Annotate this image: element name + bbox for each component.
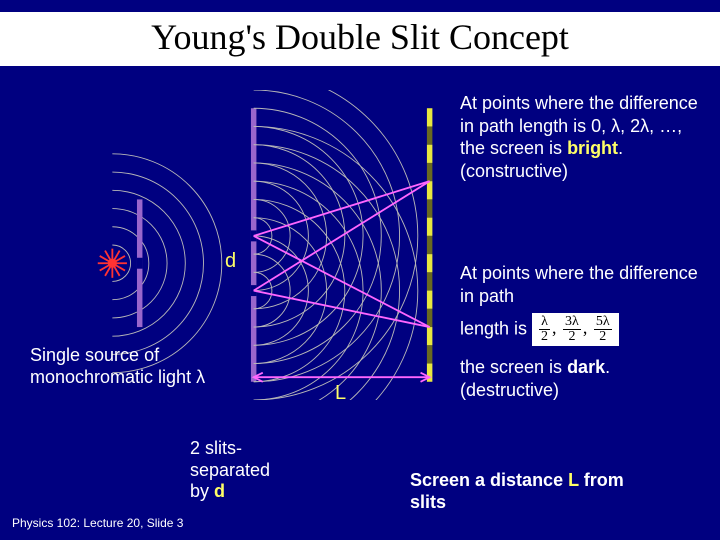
slits-label: 2 slits- separated by d [190,438,270,503]
dark-pre: the screen is [460,357,567,377]
dark-line1: At points where the difference in path [460,262,700,307]
slide-title: Young's Double Slit Concept [0,12,720,66]
title-text: Young's Double Slit Concept [151,17,569,57]
screen-label: Screen a distance L from slits [410,470,640,513]
source-label: Single source of monochromatic light λ [30,345,230,388]
d-label: d [225,250,236,273]
destructive-text: At points where the difference in path l… [460,262,700,401]
dark-word: dark [567,357,605,377]
constructive-text: At points where the difference in path l… [460,92,700,182]
slits-pre: 2 slits- separated by [190,438,270,501]
screen-pre: Screen a distance [410,470,568,490]
screen-L: L [568,470,579,490]
length-is: length is [460,318,532,338]
fraction-box: λ2, 3λ2, 5λ2 [532,313,619,346]
bright-word: bright [567,138,618,158]
slide-footer: Physics 102: Lecture 20, Slide 3 [12,516,183,530]
L-label: L [335,382,346,405]
slits-d: d [214,481,225,501]
